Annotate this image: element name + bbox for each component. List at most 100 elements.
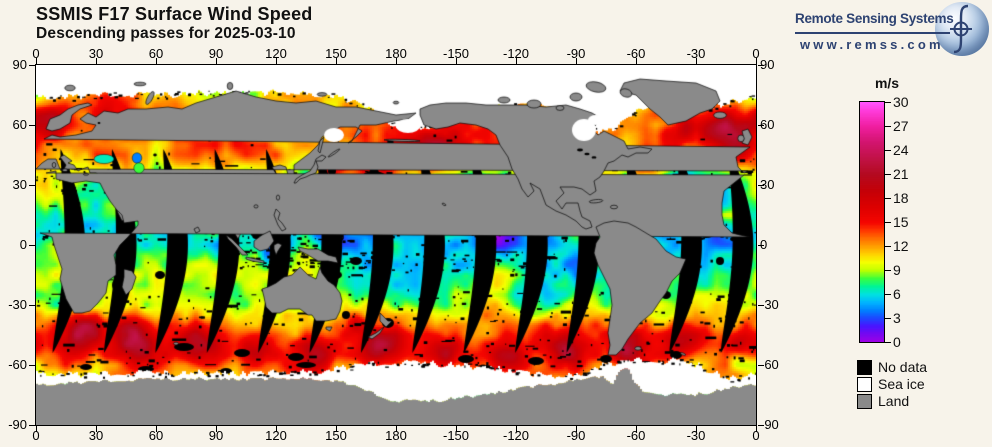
colorbar-tick-label: 27 bbox=[893, 118, 909, 134]
lat-tick-mark bbox=[29, 65, 35, 66]
colorbar-tick-mark bbox=[885, 294, 891, 295]
lon-tick-mark bbox=[516, 426, 517, 432]
lat-tick-mark bbox=[29, 125, 35, 126]
lon-tick-label: 180 bbox=[385, 46, 407, 61]
page-subtitle: Descending passes for 2025-03-10 bbox=[36, 25, 296, 42]
lon-tick-label: -90 bbox=[566, 428, 586, 443]
lat-tick-label: 90 bbox=[12, 57, 27, 72]
lon-tick-mark bbox=[456, 426, 457, 432]
lat-tick-label: -30 bbox=[760, 297, 779, 312]
remss-url-link[interactable]: www.remss.com bbox=[800, 37, 944, 52]
lon-tick-label: -150 bbox=[442, 428, 470, 443]
lon-tick-label: 90 bbox=[208, 46, 224, 61]
remss-logo: Remote Sensing Systems www.remss.com bbox=[788, 2, 992, 64]
lon-tick-label: 0 bbox=[32, 428, 40, 443]
lon-tick-mark bbox=[696, 426, 697, 432]
lat-tick-mark bbox=[29, 305, 35, 306]
lat-tick-label: -90 bbox=[8, 417, 27, 432]
lon-tick-mark bbox=[396, 426, 397, 432]
lon-tick-mark bbox=[576, 58, 577, 64]
remss-logo-name: Remote Sensing Systems bbox=[795, 11, 954, 26]
lat-tick-mark bbox=[758, 125, 764, 126]
colorbar-tick-label: 21 bbox=[893, 166, 909, 182]
colorbar-tick-mark bbox=[885, 270, 891, 271]
lat-tick-label: 60 bbox=[12, 117, 27, 132]
lon-tick-label: 0 bbox=[32, 46, 40, 61]
lon-tick-label: -120 bbox=[502, 428, 530, 443]
lon-tick-mark bbox=[396, 58, 397, 64]
colorbar-tick-mark bbox=[885, 222, 891, 223]
colorbar-tick-label: 9 bbox=[893, 262, 901, 278]
colorbar-tick-mark bbox=[885, 198, 891, 199]
lon-tick-label: -30 bbox=[686, 428, 706, 443]
legend-item: No data bbox=[857, 360, 927, 375]
lat-tick-label: 30 bbox=[12, 177, 27, 192]
lon-tick-label: 150 bbox=[325, 428, 347, 443]
lat-tick-label: 0 bbox=[760, 238, 796, 252]
lat-tick-label: -90 bbox=[760, 417, 779, 432]
lon-tick-label: 120 bbox=[265, 428, 287, 443]
lon-tick-label: 60 bbox=[148, 428, 164, 443]
lon-tick-mark bbox=[636, 426, 637, 432]
lat-tick-mark bbox=[29, 365, 35, 366]
lon-tick-label: 90 bbox=[208, 428, 224, 443]
legend-swatch bbox=[857, 394, 872, 409]
lat-tick-mark bbox=[29, 245, 35, 246]
lon-tick-mark bbox=[156, 58, 157, 64]
colorbar-tick-label: 0 bbox=[893, 334, 901, 350]
lat-tick-mark bbox=[758, 365, 764, 366]
lon-tick-label: 0 bbox=[752, 428, 760, 443]
legend-label: Land bbox=[878, 393, 910, 409]
lon-tick-mark bbox=[336, 58, 337, 64]
lon-tick-label: -60 bbox=[626, 46, 646, 61]
lon-tick-mark bbox=[36, 58, 37, 64]
lat-tick-mark bbox=[758, 185, 764, 186]
lon-tick-label: 30 bbox=[88, 428, 104, 443]
lon-tick-label: -60 bbox=[626, 428, 646, 443]
lon-tick-mark bbox=[216, 58, 217, 64]
wind-map-canvas bbox=[35, 64, 757, 426]
lat-tick-label: -60 bbox=[8, 357, 27, 372]
legend-label: No data bbox=[878, 359, 928, 375]
lon-tick-label: 150 bbox=[325, 46, 347, 61]
lon-tick-label: 180 bbox=[385, 428, 407, 443]
colorbar-tick-label: 6 bbox=[893, 286, 901, 302]
lat-tick-mark bbox=[758, 425, 764, 426]
colorbar-tick-label: 12 bbox=[893, 238, 909, 254]
colorbar-tick-label: 30 bbox=[893, 94, 909, 110]
legend-item: Land bbox=[857, 394, 927, 409]
lon-tick-mark bbox=[516, 58, 517, 64]
lon-tick-label: -120 bbox=[502, 46, 530, 61]
logo-underline bbox=[795, 32, 950, 34]
lon-tick-mark bbox=[36, 426, 37, 432]
colorbar-tick-mark bbox=[885, 174, 891, 175]
lat-tick-mark bbox=[758, 245, 764, 246]
lon-tick-mark bbox=[576, 426, 577, 432]
lon-tick-label: 30 bbox=[88, 46, 104, 61]
lat-tick-mark bbox=[29, 185, 35, 186]
colorbar: m/s 30 27 24 21 18 15 12 9 6 3 0 bbox=[859, 75, 939, 361]
lon-tick-mark bbox=[756, 58, 757, 64]
colorbar-unit-label: m/s bbox=[874, 75, 900, 91]
colorbar-tick-label: 15 bbox=[893, 214, 909, 230]
lon-tick-mark bbox=[696, 58, 697, 64]
lon-tick-mark bbox=[276, 58, 277, 64]
colorbar-tick-mark bbox=[885, 102, 891, 103]
lon-tick-label: 120 bbox=[265, 46, 287, 61]
lat-tick-label: -60 bbox=[760, 357, 779, 372]
colorbar-tick-label: 24 bbox=[893, 142, 909, 158]
colorbar-canvas bbox=[859, 101, 885, 343]
legend-item: Sea ice bbox=[857, 377, 927, 392]
lon-tick-mark bbox=[96, 58, 97, 64]
colorbar-tick-label: 18 bbox=[893, 190, 909, 206]
lon-tick-mark bbox=[216, 426, 217, 432]
lon-tick-mark bbox=[276, 426, 277, 432]
legend-swatch bbox=[857, 360, 872, 375]
lon-tick-label: -90 bbox=[566, 46, 586, 61]
colorbar-tick-label: 3 bbox=[893, 310, 901, 326]
legend-label: Sea ice bbox=[878, 376, 925, 392]
legend-swatch bbox=[857, 377, 872, 392]
colorbar-tick-mark bbox=[885, 342, 891, 343]
globe-logo-icon bbox=[935, 2, 989, 56]
lon-tick-mark bbox=[456, 58, 457, 64]
